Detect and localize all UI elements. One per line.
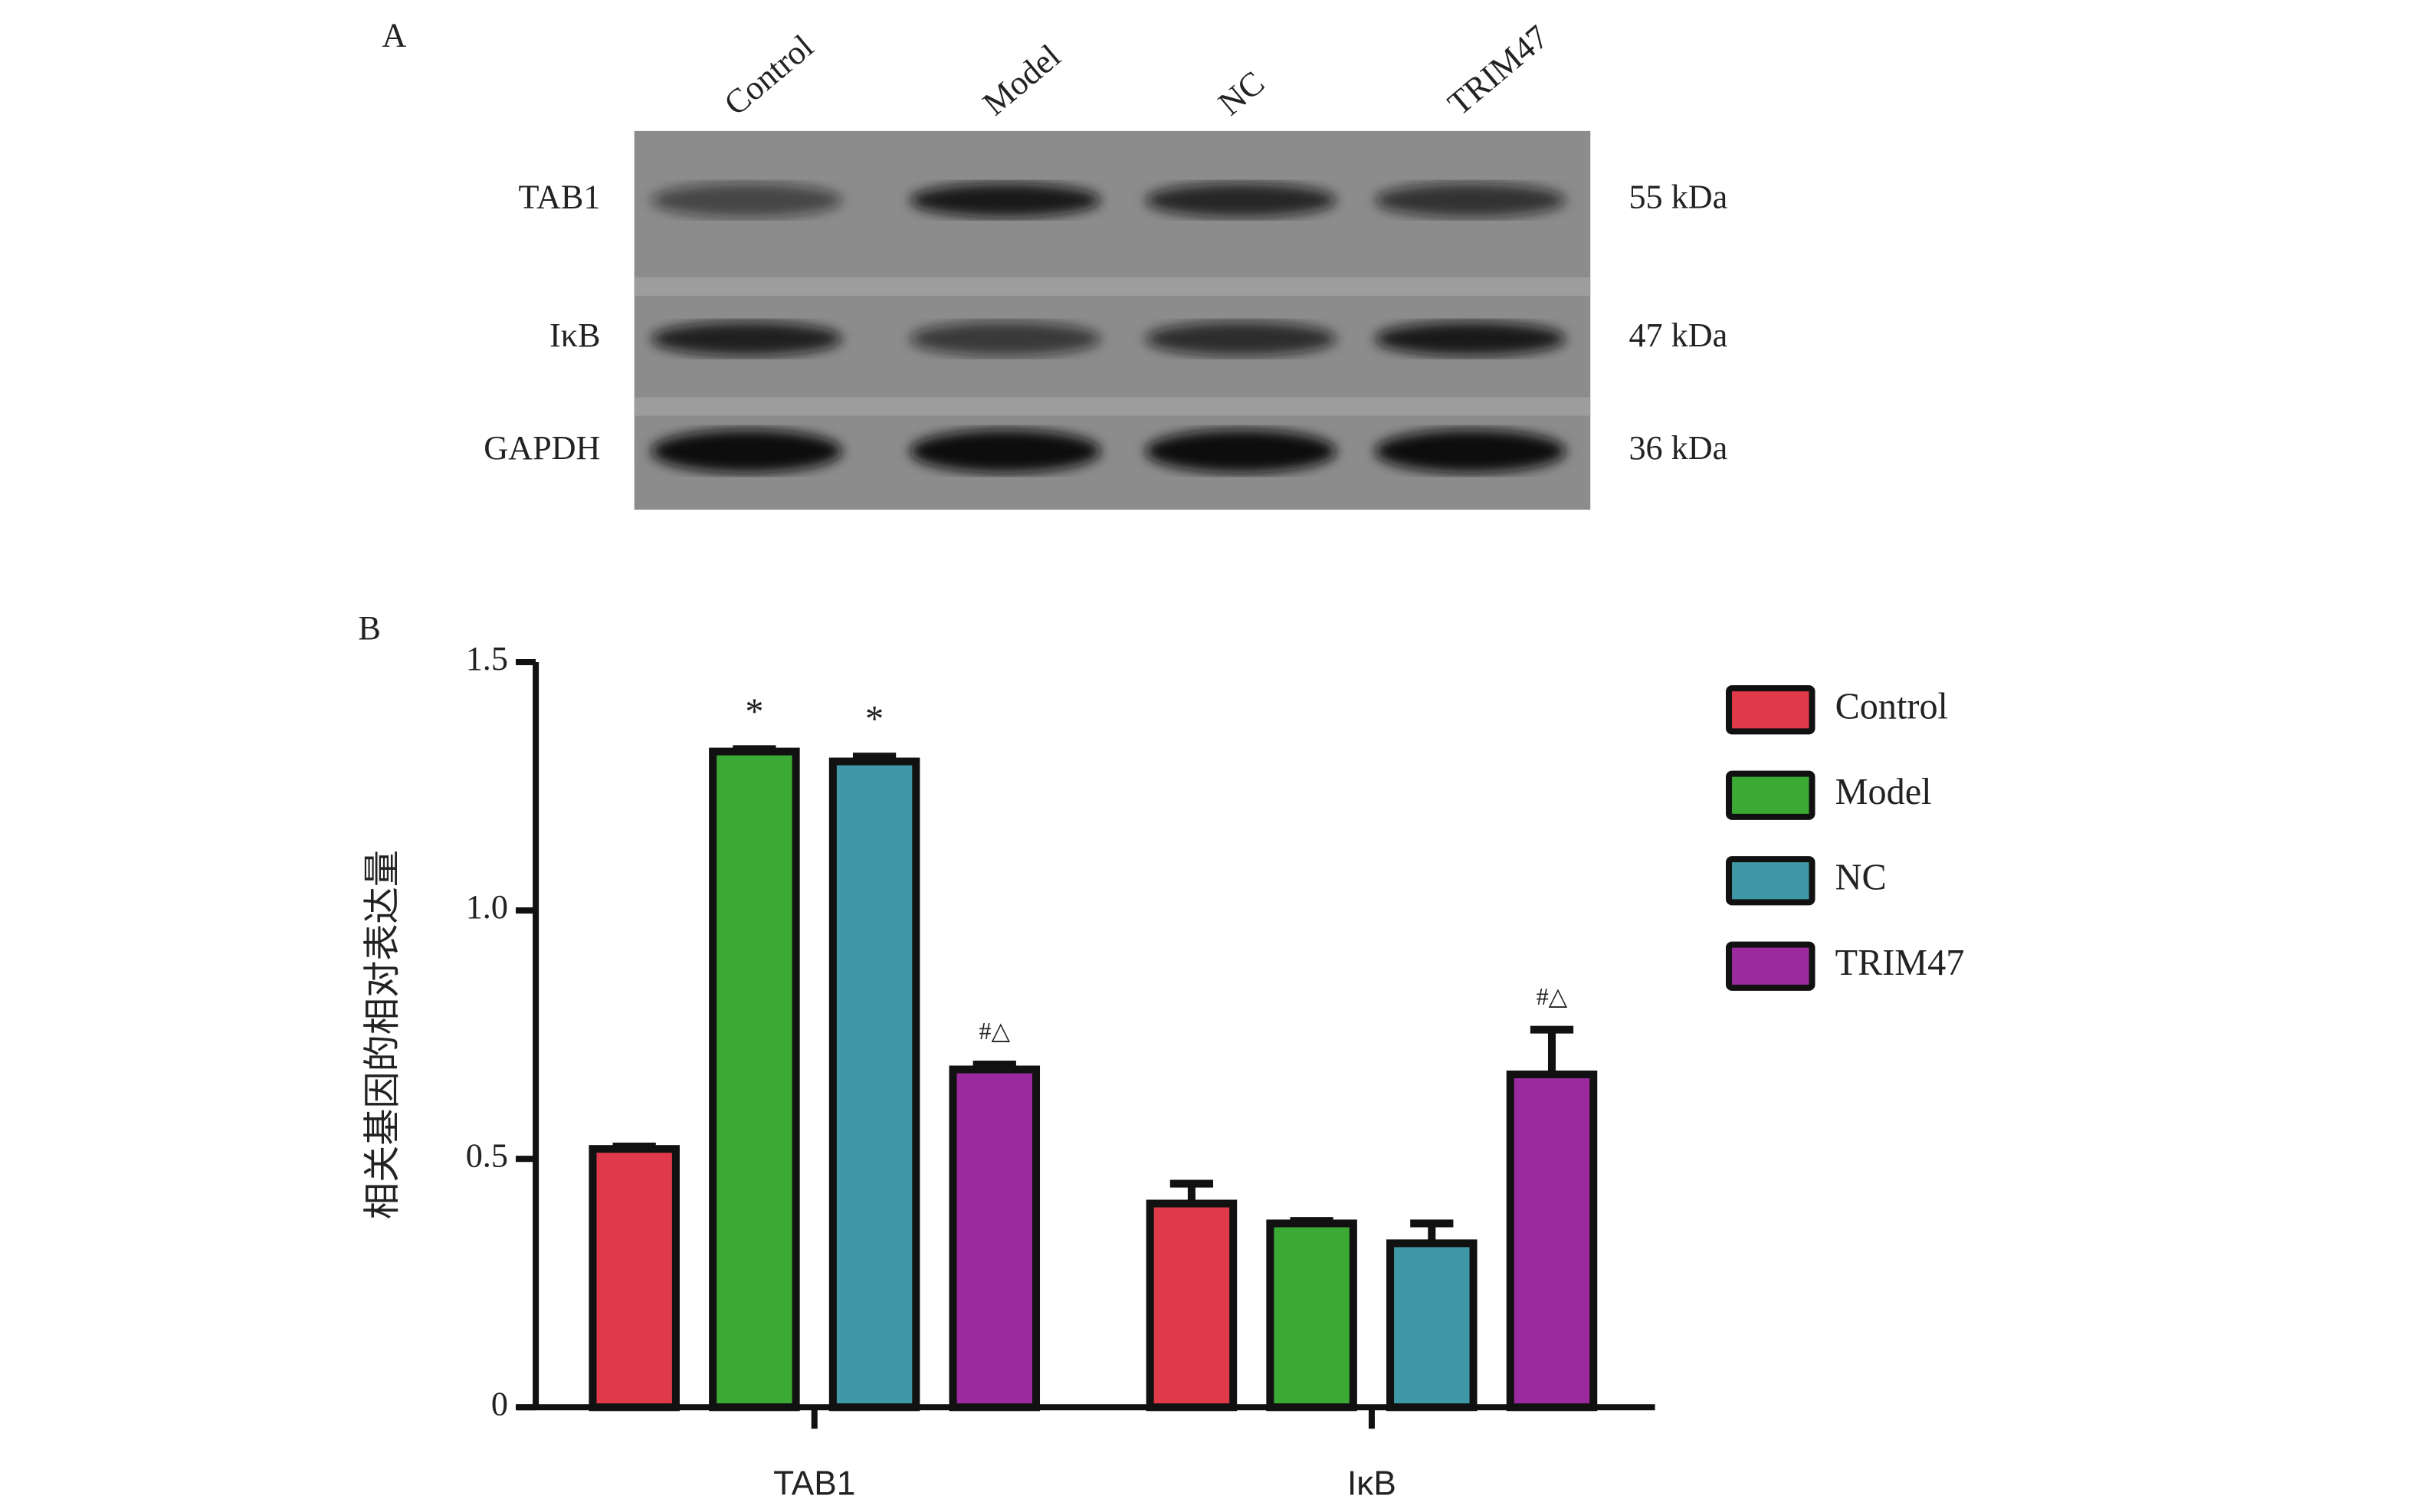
legend-swatch: [1726, 941, 1815, 991]
lane-label: Model: [976, 37, 1068, 123]
bar: [1386, 1239, 1478, 1412]
bar: [709, 747, 800, 1412]
bar: [828, 757, 920, 1412]
band: [651, 429, 842, 473]
significance-label: #△: [979, 1017, 1010, 1045]
y-tick-label: 1.5: [466, 640, 508, 677]
band: [1145, 183, 1337, 218]
x-tick-label: TAB1: [773, 1464, 855, 1502]
y-tick-label: 1.0: [466, 888, 508, 926]
blot-stripe: [634, 277, 1591, 296]
band: [910, 183, 1101, 218]
y-axis-label: 相关基因的相对表达量: [361, 850, 404, 1219]
legend-label: TRIM47: [1835, 943, 1965, 983]
legend-swatch: [1726, 685, 1815, 735]
band: [651, 183, 842, 218]
bar: [1146, 1199, 1238, 1412]
band: [651, 321, 842, 356]
significance-label: *: [865, 699, 884, 740]
lane-label: Control: [717, 28, 821, 123]
band: [1374, 183, 1566, 218]
western-blot: [634, 130, 1591, 510]
y-tick-label: 0: [491, 1385, 508, 1422]
band: [1374, 321, 1566, 356]
legend-label: NC: [1835, 857, 1887, 897]
size-label: 36 kDa: [1628, 429, 1727, 467]
significance-label: *: [745, 691, 763, 732]
size-label: 55 kDa: [1628, 178, 1727, 215]
y-tick-label: 0.5: [466, 1136, 508, 1174]
band: [1145, 321, 1337, 356]
lane-label: NC: [1212, 64, 1272, 123]
legend-label: Control: [1835, 686, 1948, 726]
panel-label: B: [358, 609, 380, 647]
row-label: TAB1: [519, 178, 601, 215]
band: [910, 429, 1101, 473]
bar: [589, 1145, 680, 1412]
significance-label: #△: [1537, 982, 1568, 1010]
bar: [1266, 1219, 1357, 1412]
bar: [949, 1065, 1041, 1412]
size-label: 47 kDa: [1628, 317, 1727, 354]
lane-label: TRIM47: [1441, 18, 1556, 123]
blot-stripe: [634, 397, 1591, 416]
bar: [1506, 1070, 1598, 1412]
legend-swatch: [1726, 770, 1815, 820]
panel-label: A: [382, 16, 406, 54]
x-tick-label: IκB: [1347, 1464, 1396, 1502]
row-label: IκB: [549, 317, 600, 354]
legend-swatch: [1726, 856, 1815, 906]
band: [1374, 429, 1566, 473]
legend-label: Model: [1835, 772, 1932, 812]
band: [1145, 429, 1337, 473]
row-label: GAPDH: [484, 429, 600, 467]
band: [910, 321, 1101, 356]
